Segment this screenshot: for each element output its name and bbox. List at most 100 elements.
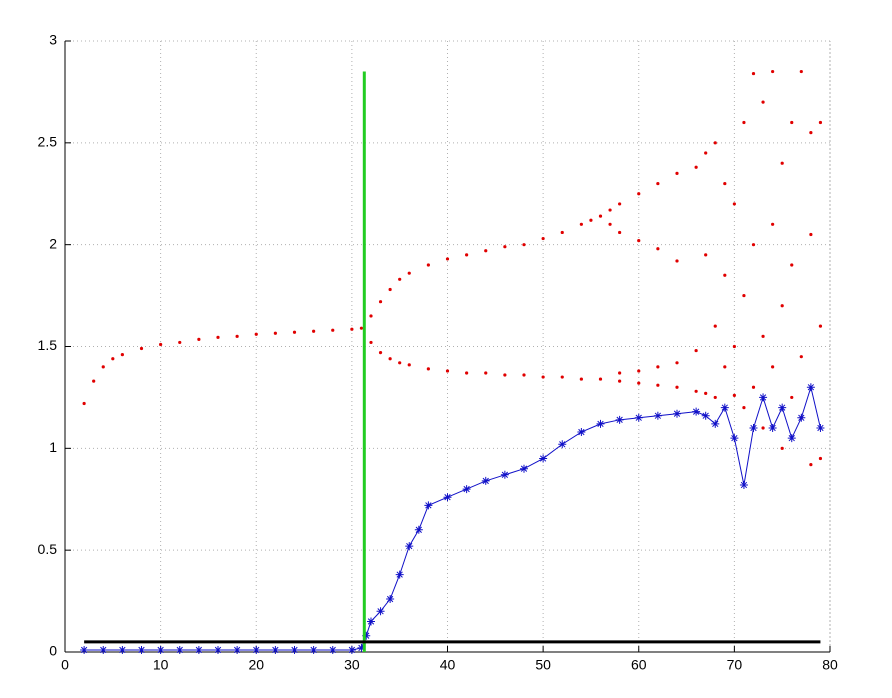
data-point: [713, 395, 717, 400]
data-point: [637, 381, 641, 385]
data-point: [503, 245, 507, 249]
data-point: [751, 71, 756, 76]
star-marker: [233, 645, 242, 654]
data-point: [178, 340, 182, 345]
star-marker: [768, 423, 777, 432]
data-point: [197, 337, 201, 341]
data-point: [818, 120, 823, 125]
data-point: [560, 230, 564, 235]
star-marker: [577, 428, 586, 437]
star-marker: [759, 393, 768, 402]
data-point: [771, 222, 775, 226]
star-marker: [500, 470, 509, 479]
data-point: [398, 277, 402, 281]
star-marker: [175, 645, 184, 654]
data-point: [235, 334, 239, 338]
data-point: [723, 365, 727, 369]
data-point: [426, 263, 430, 267]
data-point: [560, 375, 564, 379]
star-marker: [214, 645, 222, 654]
data-point: [378, 351, 383, 355]
data-point: [331, 328, 335, 332]
data-point: [445, 257, 450, 261]
data-point: [312, 329, 316, 333]
y-tick-label: 1: [49, 439, 57, 455]
data-point: [111, 357, 115, 361]
star-marker: [520, 464, 528, 473]
data-point: [407, 271, 411, 275]
star-marker: [414, 525, 423, 534]
data-point: [675, 385, 679, 389]
data-point: [723, 181, 727, 186]
data-point: [139, 346, 144, 351]
data-point: [522, 243, 526, 247]
data-point: [618, 371, 622, 375]
star-marker: [357, 643, 366, 652]
data-point: [579, 222, 583, 226]
star-marker: [118, 645, 127, 654]
star-marker: [290, 645, 299, 654]
data-point: [809, 232, 813, 237]
star-marker: [634, 413, 643, 422]
star-marker: [362, 631, 371, 640]
data-point: [637, 192, 641, 196]
data-point: [694, 348, 698, 353]
star-marker: [739, 480, 748, 489]
star-marker: [558, 440, 567, 449]
star-marker: [462, 485, 471, 494]
data-point: [790, 120, 794, 125]
data-point: [742, 406, 746, 410]
data-point: [713, 141, 717, 145]
plot-area: [64, 40, 831, 653]
data-point: [273, 331, 277, 335]
x-tick-label: 60: [631, 657, 647, 673]
x-tick-label: 70: [727, 657, 743, 673]
star-marker: [194, 645, 203, 654]
data-point: [704, 151, 708, 155]
data-point: [780, 304, 784, 308]
star-marker: [481, 476, 490, 485]
star-marker: [539, 454, 548, 463]
data-point: [694, 389, 698, 393]
star-marker: [252, 645, 261, 654]
data-point: [369, 314, 373, 318]
x-tick-label: 40: [440, 657, 456, 673]
data-point: [656, 181, 660, 186]
data-point: [522, 373, 526, 377]
data-point: [713, 324, 717, 328]
data-point: [350, 327, 354, 331]
data-point: [809, 463, 813, 467]
data-point: [292, 330, 297, 334]
star-marker: [720, 403, 729, 412]
data-point: [92, 379, 96, 383]
data-point: [818, 324, 823, 328]
data-point: [484, 371, 488, 375]
data-point: [742, 293, 746, 298]
data-point: [120, 353, 124, 357]
data-point: [771, 365, 775, 369]
data-point: [675, 259, 679, 263]
data-point: [751, 243, 756, 247]
x-tick-label: 50: [535, 657, 551, 673]
star-marker: [376, 607, 385, 616]
data-point: [618, 379, 622, 383]
data-point: [388, 357, 392, 361]
data-point: [742, 120, 746, 125]
data-point: [761, 334, 765, 338]
data-point: [101, 365, 105, 369]
star-marker: [424, 501, 433, 510]
star-marker: [711, 419, 720, 428]
data-point: [704, 253, 708, 257]
data-point: [445, 369, 450, 373]
y-tick-label: 2: [49, 235, 57, 251]
star-marker: [778, 403, 787, 412]
data-point: [159, 342, 163, 347]
star-marker: [347, 645, 356, 654]
data-point: [732, 202, 736, 206]
star-marker: [730, 434, 739, 443]
data-point: [618, 202, 622, 206]
x-tick-label: 20: [248, 657, 264, 673]
star-marker: [596, 419, 605, 428]
data-point: [637, 369, 641, 373]
